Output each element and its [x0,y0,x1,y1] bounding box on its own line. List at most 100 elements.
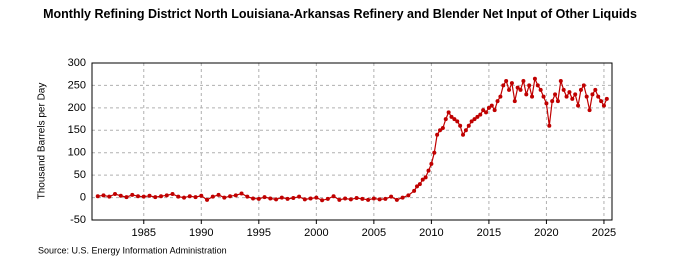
marker [141,194,146,199]
marker [423,175,428,180]
marker [182,195,187,200]
marker [297,194,302,199]
marker [432,150,437,155]
marker [153,195,158,200]
marker [302,197,307,202]
marker [291,196,296,201]
marker [228,194,233,199]
marker [553,92,558,97]
marker [501,83,506,88]
marker [495,99,500,104]
x-tick-label: 1995 [247,227,271,239]
marker [251,196,256,201]
x-tick-label: 2015 [477,227,501,239]
marker [558,78,563,83]
marker [530,94,535,99]
marker [507,87,512,92]
marker [564,94,569,99]
marker [222,195,227,200]
x-tick-label: 2025 [592,227,616,239]
marker [593,87,598,92]
marker [415,184,419,189]
marker [555,99,560,104]
marker [343,196,348,201]
marker [576,103,581,108]
marker [599,99,604,104]
marker [147,193,152,198]
marker [469,119,474,124]
y-tick-label: 250 [68,79,86,91]
marker [429,161,434,166]
marker [371,196,376,201]
marker [596,94,601,99]
marker [383,196,388,201]
y-tick-label: 200 [68,102,86,114]
marker [95,194,100,199]
y-tick-label: 300 [68,57,86,69]
marker [512,99,517,104]
marker [136,194,141,199]
marker [400,195,405,200]
marker [216,192,221,197]
marker [578,87,583,92]
marker [435,132,440,137]
marker [210,194,215,199]
marker [484,110,489,115]
marker [509,81,514,86]
marker [455,119,460,124]
marker [458,123,463,128]
marker [535,83,540,88]
marker [176,194,181,199]
marker [256,196,261,201]
marker [518,87,523,92]
marker [420,177,425,182]
marker [354,196,359,201]
marker [527,83,532,88]
marker [394,197,399,202]
marker [440,126,445,131]
marker [268,196,273,201]
marker [547,123,552,128]
marker [449,114,454,119]
marker [426,168,431,173]
x-tick-label: 2005 [362,227,386,239]
marker [101,193,106,198]
marker [481,108,486,113]
marker [205,197,210,202]
marker [285,196,290,201]
marker [463,128,468,133]
marker [187,194,192,199]
marker [412,188,417,193]
chart-title: Monthly Refining District North Louisian… [43,7,637,21]
marker [107,194,112,199]
marker [193,195,198,200]
marker [331,194,336,199]
y-tick-label: 0 [80,191,86,203]
marker [118,193,123,198]
marker [170,191,175,196]
marker [239,191,244,196]
marker [461,132,466,137]
marker [604,96,609,101]
marker [262,195,267,200]
marker [561,87,566,92]
marker [233,193,238,198]
marker [366,197,371,202]
marker [466,123,471,128]
marker [515,85,520,90]
marker [504,78,509,83]
marker [159,194,164,199]
marker [492,108,497,113]
marker [472,117,477,122]
marker [486,105,491,110]
marker [541,94,546,99]
marker [521,78,526,83]
marker [601,103,606,108]
marker [337,197,342,202]
y-tick-label: -50 [70,214,86,226]
marker [570,96,575,101]
marker [113,191,118,196]
marker [567,90,572,95]
marker [377,197,382,202]
